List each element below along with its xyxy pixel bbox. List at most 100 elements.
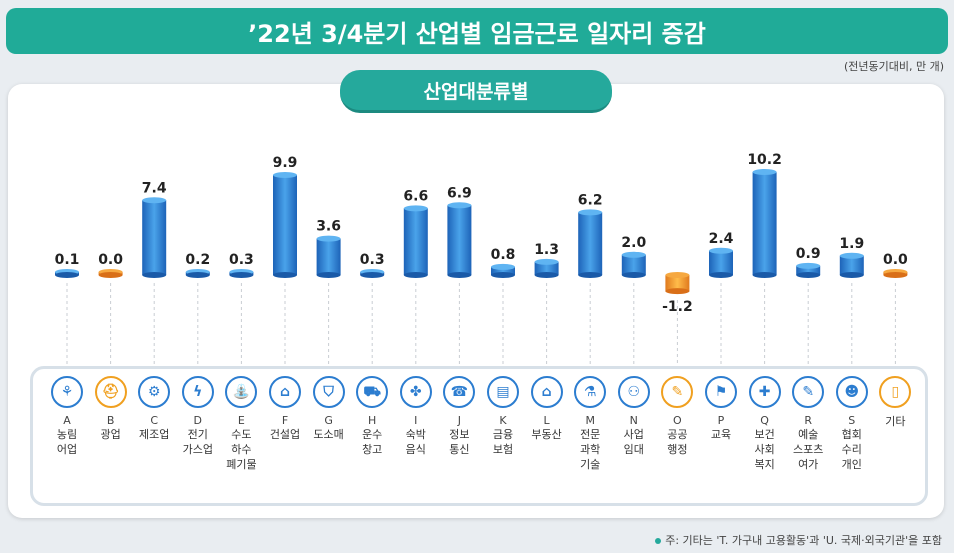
category-code: M <box>585 414 595 427</box>
bullet-icon <box>655 538 662 544</box>
category-item: ☎ J 정보 통신 <box>437 376 481 457</box>
bar <box>534 261 559 275</box>
category-code: E <box>237 414 245 427</box>
footnote-text: 주: 기타는 'T. 가구내 고용활동'과 'U. 국제·외국기관'을 포함 <box>665 534 942 547</box>
category-code: Q <box>760 414 769 427</box>
category-item: ▯ 기타 <box>873 376 917 429</box>
category-item: ⛟ H 운수 창고 <box>350 376 394 457</box>
category-label: 금융 보험 <box>492 428 514 456</box>
category-code: I <box>414 414 418 427</box>
bar <box>273 175 297 275</box>
category-code: L <box>543 414 550 427</box>
bar-cap <box>534 258 559 265</box>
category-item: ⛲ E 수도 하수 폐기물 <box>219 376 263 472</box>
bar-base <box>534 272 559 278</box>
category-item: ▤ K 금융 보험 <box>481 376 525 457</box>
bar-cap <box>621 251 646 258</box>
bar-base <box>709 272 733 278</box>
bar-base <box>839 272 864 278</box>
wheat-icon: ⚘ <box>51 376 83 408</box>
bar-cap <box>839 252 864 259</box>
bar <box>752 171 777 275</box>
category-label: 전기 가스업 <box>182 428 213 456</box>
value-label: 9.9 <box>273 155 298 171</box>
category-item: ⚇ N 사업 임대 <box>612 376 656 457</box>
bar <box>578 212 603 275</box>
people-icon: ☻ <box>835 376 868 408</box>
category-label: 제조업 <box>139 428 170 441</box>
graduation-cap-icon: ⚑ <box>705 376 737 408</box>
bar-cap <box>665 272 690 278</box>
category-label: 기타 <box>885 415 906 428</box>
bar-cap <box>796 262 821 269</box>
value-label: 3.6 <box>316 219 341 235</box>
bar <box>142 200 167 275</box>
category-code: J <box>457 414 462 427</box>
category-label: 공공 행정 <box>667 428 688 456</box>
bar-base <box>621 272 646 278</box>
category-code: R <box>804 414 813 427</box>
category-label: 수도 하수 폐기물 <box>226 428 257 471</box>
value-label: 0.9 <box>796 246 821 262</box>
category-label: 부동산 <box>531 428 562 441</box>
bar <box>839 255 864 275</box>
bar-cap <box>142 197 167 204</box>
bar-base <box>665 288 690 295</box>
value-label: 6.6 <box>403 188 428 204</box>
category-item: ϟ D 전기 가스업 <box>176 376 220 457</box>
bar <box>665 275 690 292</box>
category-item: ✎ O 공공 행정 <box>655 376 699 457</box>
handshake-icon: ⚇ <box>617 376 650 408</box>
bar <box>621 254 646 275</box>
value-label: 0.0 <box>98 252 123 268</box>
category-code: N <box>629 414 638 427</box>
value-label: 7.4 <box>142 180 167 196</box>
truck-icon: ⛟ <box>356 376 389 408</box>
house-icon: ⌂ <box>530 376 563 408</box>
category-label: 농림 어업 <box>56 428 78 456</box>
category-item: ⚗ M 전문 과학 기술 <box>568 376 612 472</box>
value-label: 0.0 <box>883 252 908 268</box>
palette-icon: ✎ <box>792 376 825 408</box>
bar-base <box>447 272 472 278</box>
bar <box>709 250 733 275</box>
bar-base <box>403 272 428 278</box>
value-label: 0.2 <box>185 252 210 268</box>
bar <box>491 266 515 275</box>
bank-icon: ▤ <box>487 376 519 408</box>
bar-base <box>491 272 515 278</box>
bar-cap <box>273 172 297 179</box>
category-item: ✚ Q 보건 사회 복지 <box>743 376 787 472</box>
category-item: ☻ S 협회 수리 개인 <box>830 376 874 472</box>
bar-base <box>55 272 79 278</box>
value-label: 0.3 <box>360 252 385 268</box>
value-label: 1.3 <box>534 242 559 258</box>
category-label: 도소매 <box>313 428 344 441</box>
chart-subtitle: 산업대분류별 <box>340 70 612 113</box>
bar-cap <box>403 205 428 212</box>
category-item: ⛑ B 광업 <box>89 376 133 442</box>
category-code: F <box>281 414 289 427</box>
basket-icon: ⛉ <box>312 376 345 408</box>
category-legend-panel <box>30 366 928 506</box>
category-code: G <box>324 414 333 427</box>
category-item: ⛉ G 도소매 <box>307 376 351 442</box>
bar-base <box>142 272 167 278</box>
unit-note: (전년동기대비, 만 개) <box>843 60 944 73</box>
category-code: P <box>717 414 725 427</box>
bar-cap <box>447 202 472 209</box>
lightning-icon: ϟ <box>181 376 214 408</box>
door-icon: ▯ <box>879 376 912 408</box>
bar-base <box>316 272 341 278</box>
category-label: 협회 수리 개인 <box>841 428 862 471</box>
bar-base <box>229 272 254 278</box>
category-label: 교육 <box>710 428 732 441</box>
gear-icon: ⚙ <box>138 376 171 408</box>
building-icon: ⌂ <box>269 376 301 408</box>
value-label: 10.2 <box>747 152 782 168</box>
bar-cap <box>709 247 733 254</box>
category-code: S <box>848 414 856 427</box>
category-item: ✤ I 숙박 음식 <box>394 376 438 457</box>
category-code: B <box>106 414 115 427</box>
bar-cap <box>491 263 515 270</box>
